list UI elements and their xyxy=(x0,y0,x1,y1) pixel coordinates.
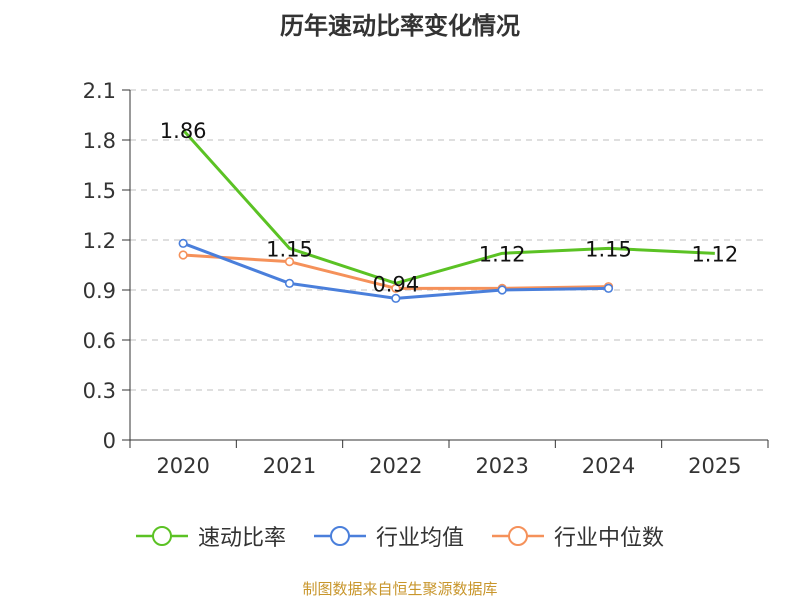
data-label: 1.86 xyxy=(160,119,207,143)
legend-label-industry-mean: 行业均值 xyxy=(376,526,465,551)
data-label: 1.15 xyxy=(266,237,313,261)
data-point xyxy=(284,278,295,288)
x-tick-label: 2020 xyxy=(156,454,209,478)
legend-marker-industry-median xyxy=(492,526,544,546)
legend-marker-industry-mean xyxy=(314,526,366,546)
y-tick-label: 0 xyxy=(103,429,116,453)
data-label: 1.12 xyxy=(479,242,526,266)
series-group xyxy=(178,128,715,303)
data-label: 1.15 xyxy=(585,237,632,261)
y-tick-label: 0.3 xyxy=(83,379,116,403)
source-note: 制图数据来自恒生聚源数据库 xyxy=(302,580,498,598)
legend-marker-quick-ratio xyxy=(136,526,188,546)
y-axis: 0 0.3 0.6 0.9 1.2 1.5 1.8 2.1 xyxy=(83,79,131,453)
data-label: 1.12 xyxy=(691,242,738,266)
y-tick-label: 0.9 xyxy=(83,279,116,303)
legend-item-industry-median[interactable]: 行业中位数 xyxy=(490,520,664,552)
data-point xyxy=(391,293,401,303)
y-tick-label: 2.1 xyxy=(83,79,116,103)
x-tick-label: 2023 xyxy=(475,454,528,478)
data-labels: 1.86 1.15 0.94 1.12 1.15 1.12 xyxy=(160,119,738,296)
chart-title: 历年速动比率变化情况 xyxy=(280,12,520,40)
data-point xyxy=(603,283,614,293)
data-point xyxy=(497,285,507,295)
x-tick-label: 2021 xyxy=(263,454,316,478)
y-tick-label: 1.8 xyxy=(83,129,116,153)
legend-label-quick-ratio: 速动比率 xyxy=(198,526,287,551)
data-point xyxy=(178,238,188,248)
x-tick-label: 2025 xyxy=(688,454,741,478)
x-tick-label: 2024 xyxy=(582,454,635,478)
grid-lines xyxy=(130,89,768,391)
data-point xyxy=(284,257,295,267)
y-tick-label: 1.2 xyxy=(83,229,116,253)
y-tick-label: 1.5 xyxy=(83,179,116,203)
legend-item-industry-mean[interactable]: 行业均值 xyxy=(312,520,464,552)
x-tick-label: 2022 xyxy=(369,454,422,478)
data-label: 0.94 xyxy=(372,272,419,296)
x-axis: 2020 2021 2022 2023 2024 2025 xyxy=(129,439,769,478)
legend-item-quick-ratio[interactable]: 速动比率 xyxy=(134,520,286,552)
data-point xyxy=(178,250,188,260)
series-line-0 xyxy=(182,128,715,285)
legend: 速动比率 行业均值 行业中位数 xyxy=(0,520,800,556)
y-tick-label: 0.6 xyxy=(83,329,116,353)
legend-label-industry-median: 行业中位数 xyxy=(554,526,665,551)
